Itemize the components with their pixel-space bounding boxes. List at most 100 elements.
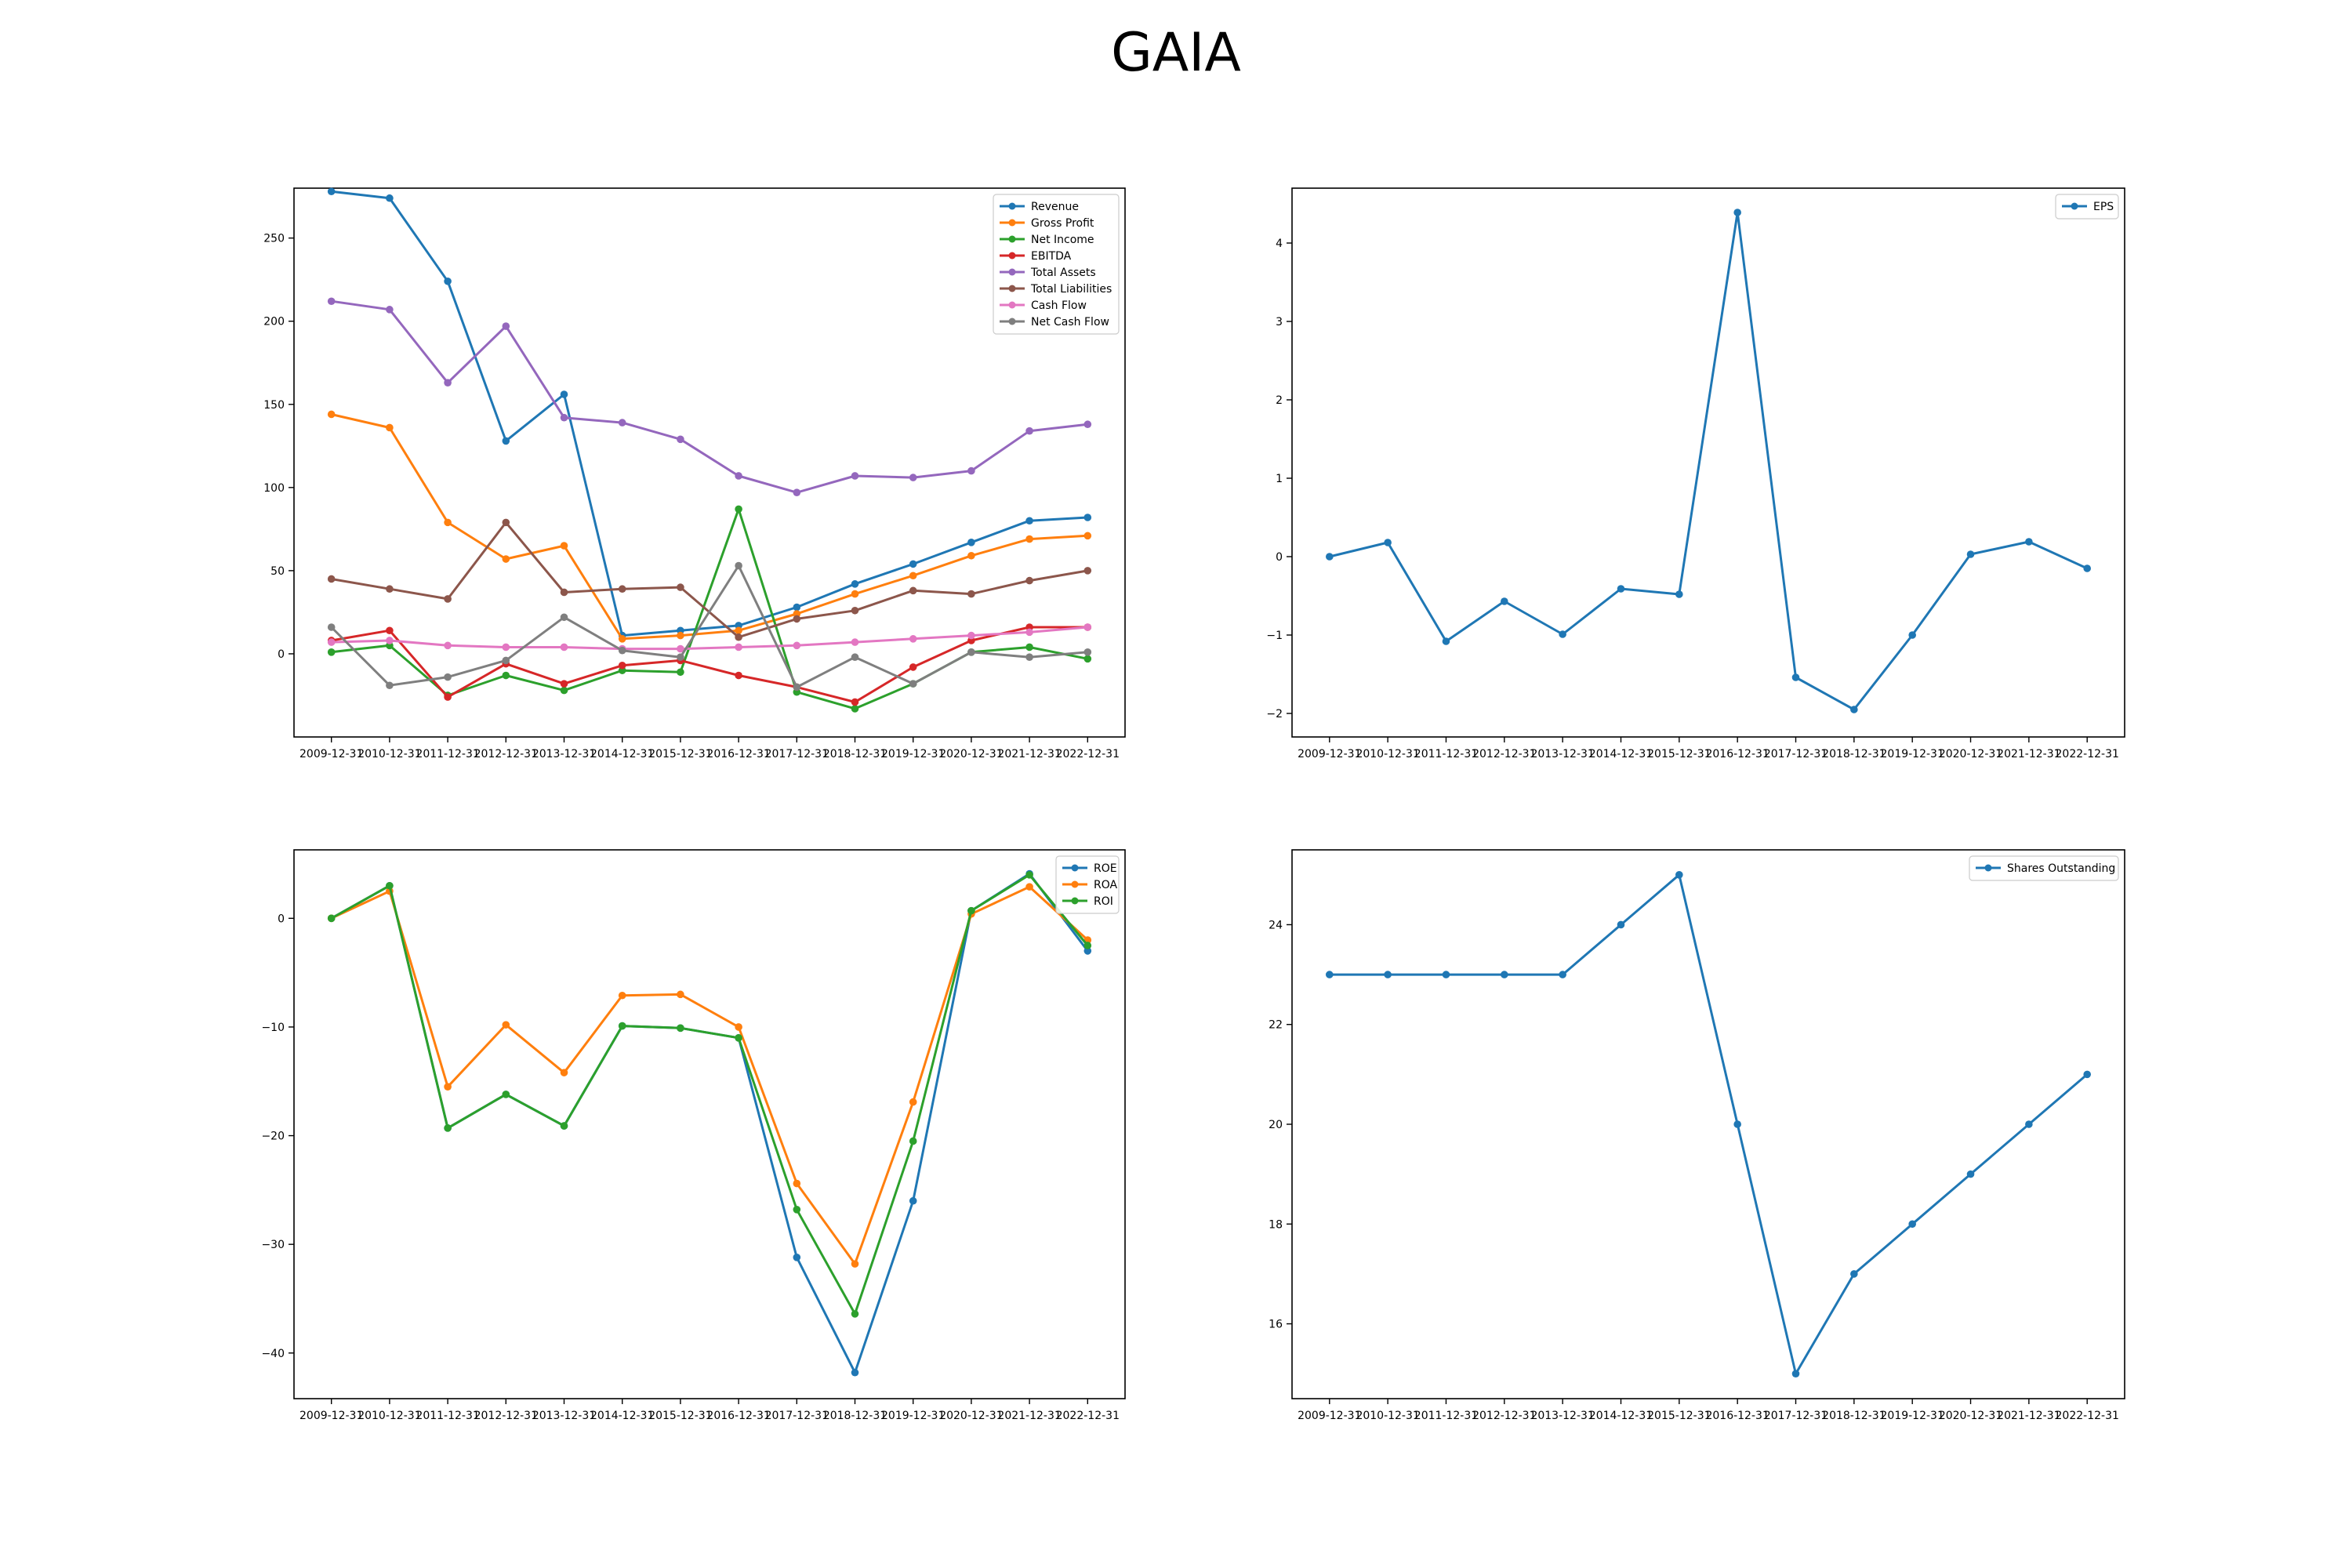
data-point-net-income [851, 705, 859, 713]
x-tick-label: 2009-12-31 [1298, 748, 1361, 760]
series-line-eps [1329, 211, 2088, 711]
legend-label-total-assets: Total Assets [1030, 267, 1096, 279]
plot-area [293, 187, 1126, 738]
data-point-roa [677, 990, 684, 999]
x-tick-label: 2016-12-31 [1705, 1410, 1769, 1422]
data-point-roa [1025, 883, 1033, 891]
data-point-roa [560, 1069, 568, 1076]
data-point-total-assets [560, 413, 568, 422]
data-point-roa [851, 1260, 859, 1268]
legend-marker-eps [2071, 202, 2078, 210]
x-tick-label: 2020-12-31 [1939, 1410, 2002, 1422]
x-tick-label: 2019-12-31 [881, 748, 945, 760]
data-point-net-cash-flow [327, 623, 336, 631]
x-tick-label: 2012-12-31 [474, 1410, 538, 1422]
data-point-roi [560, 1122, 568, 1130]
chart-2: −2−1012342009-12-312010-12-312011-12-312… [1266, 187, 2125, 760]
legend-marker-revenue [1008, 202, 1016, 210]
x-tick-label: 2020-12-31 [939, 1410, 1003, 1422]
series-line-shares-outstanding [1329, 873, 2089, 1375]
data-point-revenue [851, 580, 859, 588]
data-point-gross-profit [1025, 535, 1033, 543]
data-point-total-liabilities [327, 575, 336, 583]
data-point-net-income [560, 686, 568, 695]
data-point-revenue [1025, 517, 1033, 525]
x-tick-label: 2012-12-31 [474, 748, 538, 760]
data-point-net-income [502, 671, 510, 680]
data-point-roa [444, 1083, 452, 1091]
data-point-net-cash-flow [677, 653, 684, 661]
chart-3: −40 −30 −20 −10 0 2009-12-312010-12-312011-12… [261, 849, 1126, 1422]
data-point-total-liabilities [909, 586, 917, 595]
data-point-roe [851, 1368, 859, 1377]
data-point-roi [1025, 871, 1033, 879]
legend-label-roa: ROA [1094, 879, 1118, 891]
x-tick-label: 2018-12-31 [823, 1410, 887, 1422]
data-point-eps [1501, 597, 1508, 605]
x-tick-label: 2020-12-31 [939, 748, 1003, 760]
y-tick-label: −1 [1266, 630, 1283, 642]
y-tick-label: 22 [1269, 1019, 1283, 1032]
data-point-gross-profit [735, 626, 742, 635]
x-tick-label: 2014-12-31 [590, 748, 654, 760]
figure-title: GAIA [1111, 22, 1241, 84]
data-point-shares-outstanding [1675, 871, 1683, 879]
data-point-revenue [967, 539, 975, 546]
data-point-eps [1442, 637, 1450, 645]
legend-marker-total-assets [1008, 268, 1016, 276]
y-tick-label: 0 [1276, 551, 1283, 564]
data-point-gross-profit [327, 410, 336, 419]
y-tick-label: 50 [270, 565, 285, 578]
data-point-roi [677, 1024, 684, 1033]
data-point-roi [735, 1034, 742, 1042]
x-tick-label: 2019-12-31 [1881, 748, 1944, 760]
x-tick-label: 2009-12-31 [299, 748, 363, 760]
data-point-revenue [444, 277, 452, 285]
data-point-total-assets [909, 474, 917, 481]
data-point-gross-profit [677, 631, 684, 640]
x-tick-label: 2009-12-31 [1298, 1410, 1361, 1422]
x-tick-label: 2019-12-31 [881, 1410, 945, 1422]
legend-marker-shares-outstanding [1984, 864, 1992, 872]
data-point-shares-outstanding [1617, 920, 1625, 929]
data-point-revenue [909, 560, 917, 568]
data-point-total-assets [386, 306, 394, 314]
data-point-cash-flow [1083, 623, 1092, 631]
data-point-shares-outstanding [1501, 971, 1508, 978]
y-tick-label: −20 [261, 1131, 285, 1143]
x-tick-label: 2015-12-31 [648, 748, 712, 760]
data-point-total-assets [1083, 420, 1092, 429]
series-line-cash-flow [331, 626, 1088, 651]
data-point-eps [1617, 585, 1625, 593]
legend-label-gross-profit: Gross Profit [1031, 217, 1094, 230]
legend-label-roe: ROE [1094, 862, 1117, 875]
legend-marker-gross-profit [1008, 219, 1016, 227]
legend-marker-roe [1071, 864, 1079, 872]
data-point-gross-profit [618, 635, 626, 643]
data-point-shares-outstanding [1908, 1220, 1916, 1229]
x-tick-label: 2014-12-31 [1589, 1410, 1653, 1422]
legend-label-cash-flow: Cash Flow [1031, 299, 1087, 312]
data-point-shares-outstanding [2025, 1120, 2033, 1128]
x-tick-label: 2018-12-31 [1822, 1410, 1886, 1422]
data-point-ebitda [909, 663, 917, 671]
data-point-gross-profit [967, 551, 975, 560]
data-point-shares-outstanding [1733, 1120, 1741, 1128]
data-point-net-cash-flow [735, 561, 742, 570]
data-point-eps [2025, 538, 2033, 546]
data-point-ebitda [386, 626, 394, 635]
x-tick-label: 2018-12-31 [823, 748, 887, 760]
data-point-roa [909, 1098, 917, 1106]
y-tick-label: −2 [1266, 708, 1283, 720]
x-tick-label: 2009-12-31 [299, 1410, 363, 1422]
x-tick-label: 2016-12-31 [706, 748, 770, 760]
x-tick-label: 2015-12-31 [1647, 1410, 1711, 1422]
x-tick-label: 2022-12-31 [2056, 1410, 2119, 1422]
legend-label-eps: EPS [2093, 201, 2114, 213]
series-line-gross-profit [331, 413, 1088, 641]
x-tick-label: 2021-12-31 [997, 1410, 1061, 1422]
legend-box [1969, 855, 2119, 881]
data-point-gross-profit [502, 555, 510, 563]
data-point-cash-flow [560, 643, 568, 652]
data-point-roi [444, 1124, 452, 1132]
